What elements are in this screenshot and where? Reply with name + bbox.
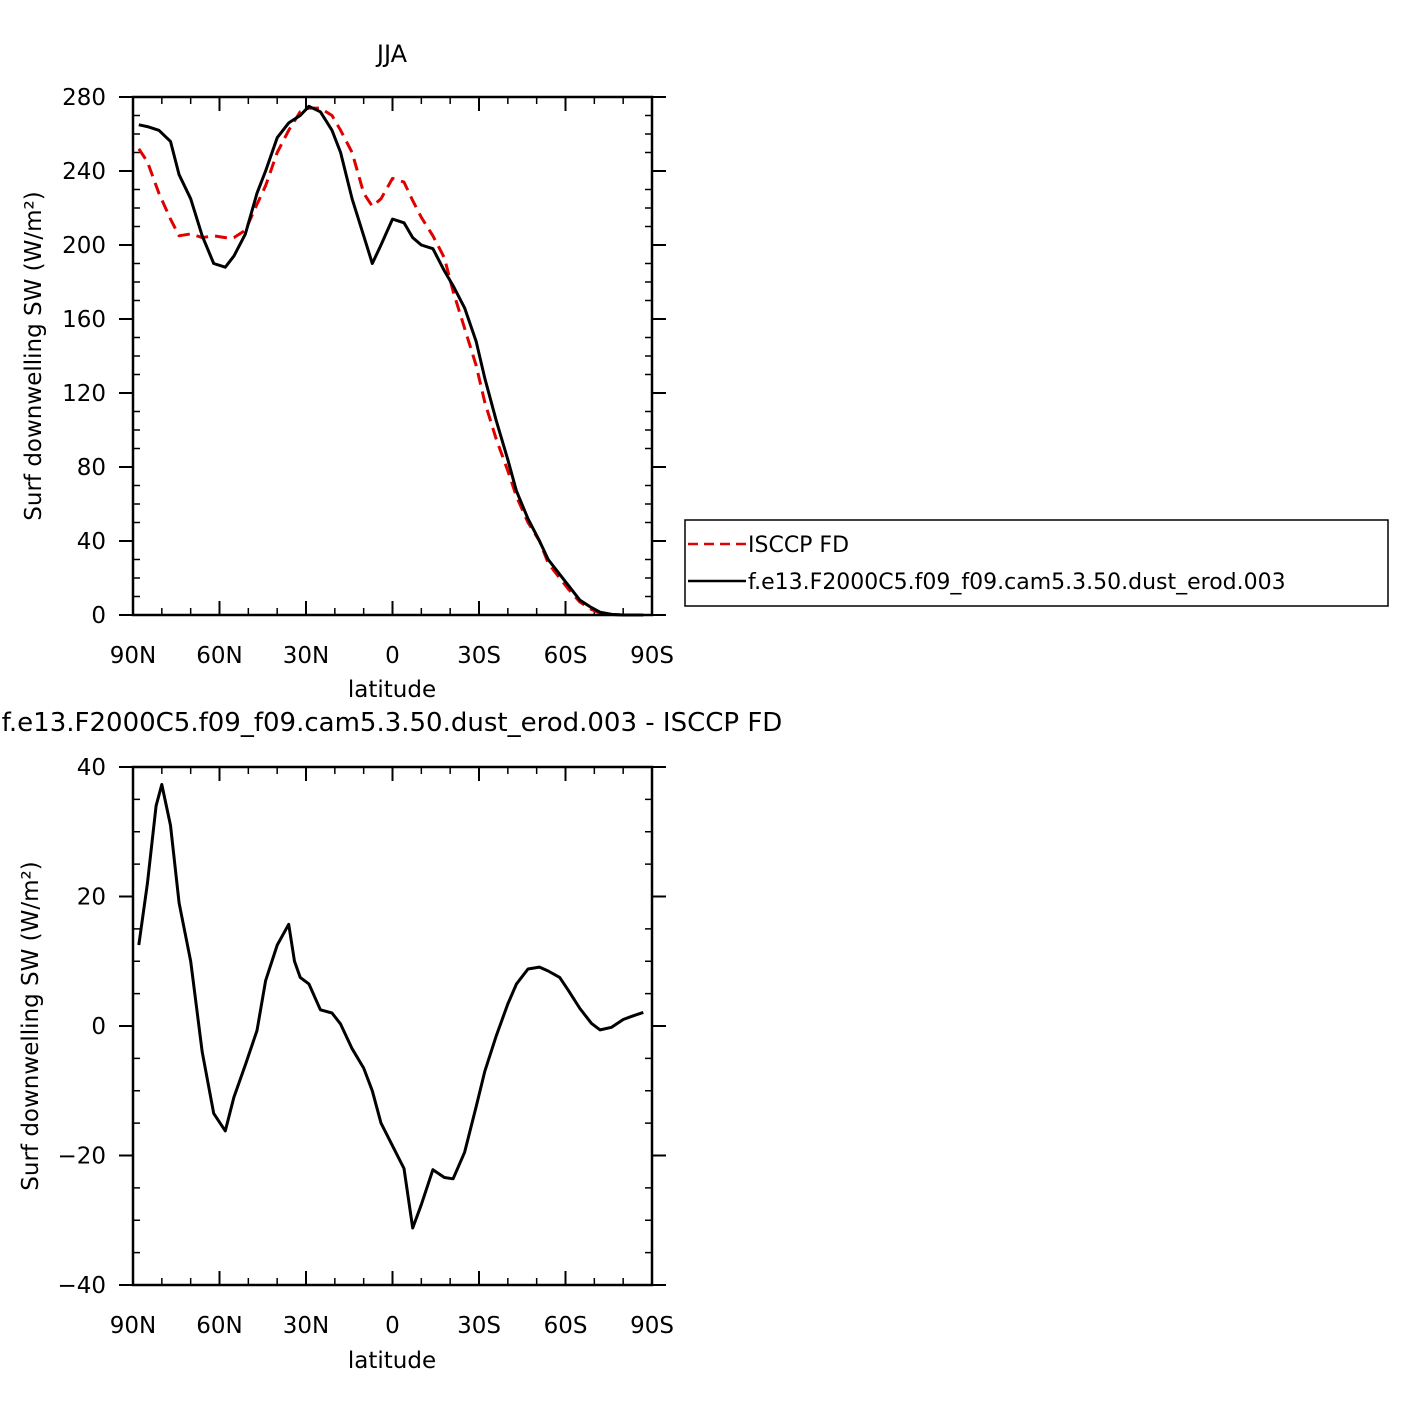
axis-ticks: 90N 60N 30N 0 30S 60S 90S 0 40 80 120 160 200 240 280 [62, 85, 674, 669]
x-tick-label: 60N [196, 1313, 242, 1339]
y-tick-label: 40 [77, 529, 106, 555]
y-tick-label: 0 [91, 603, 106, 629]
x-tick-label: 30N [283, 1313, 329, 1339]
panel-top: JJA Surf downwelling SW (W/m²) latitude … [21, 40, 674, 703]
diff-chart-title: f.e13.F2000C5.f09_f09.cam5.3.50.dust_ero… [2, 708, 783, 738]
y-tick-label: 160 [62, 307, 106, 333]
chart-title: JJA [375, 40, 408, 68]
series-lines [137, 783, 644, 1230]
x-axis-label: latitude [348, 677, 436, 703]
y-tick-label: 0 [91, 1014, 106, 1040]
series-lines [137, 104, 644, 617]
y-tick-label: 240 [62, 159, 106, 185]
x-tick-label: 30S [457, 643, 501, 669]
y-axis-label: Surf downwelling SW (W/m²) [21, 191, 47, 520]
y-tick-label: 40 [77, 755, 106, 781]
y-tick-label: −20 [57, 1144, 106, 1170]
x-tick-label: 30N [283, 643, 329, 669]
x-tick-label: 90S [630, 1313, 674, 1339]
panel-bottom: f.e13.F2000C5.f09_f09.cam5.3.50.dust_ero… [2, 708, 783, 1374]
y-tick-label: 200 [62, 233, 106, 259]
x-tick-label: 90N [110, 1313, 156, 1339]
x-tick-label: 0 [385, 1313, 400, 1339]
x-tick-label: 0 [385, 643, 400, 669]
y-axis-label: Surf downwelling SW (W/m²) [18, 861, 44, 1190]
series-line-0 [137, 106, 644, 617]
y-tick-label: 20 [77, 885, 106, 911]
plot-frame [131, 95, 654, 617]
y-tick-label: 280 [62, 85, 106, 111]
y-tick-label: 80 [77, 455, 106, 481]
legend-label-isccp: ISCCP FD [748, 533, 849, 558]
axis-ticks: 90N 60N 30N 0 30S 60S 90S −40 −20 0 20 40 [57, 755, 673, 1339]
x-tick-label: 60N [196, 643, 242, 669]
y-tick-label: −40 [57, 1273, 106, 1299]
y-tick-label: 120 [62, 381, 106, 407]
x-axis-label: latitude [348, 1348, 436, 1374]
x-tick-label: 60S [544, 1313, 588, 1339]
x-tick-label: 60S [544, 643, 588, 669]
legend-label-model: f.e13.F2000C5.f09_f09.cam5.3.50.dust_ero… [748, 570, 1286, 595]
x-tick-label: 30S [457, 1313, 501, 1339]
legend-box [684, 519, 1389, 607]
series-line-0 [137, 783, 644, 1230]
x-tick-label: 90N [110, 643, 156, 669]
x-tick-label: 90S [630, 643, 674, 669]
series-line-1 [138, 104, 644, 617]
legend: ISCCP FD f.e13.F2000C5.f09_f09.cam5.3.50… [684, 519, 1389, 607]
plot-frame [131, 765, 654, 1287]
